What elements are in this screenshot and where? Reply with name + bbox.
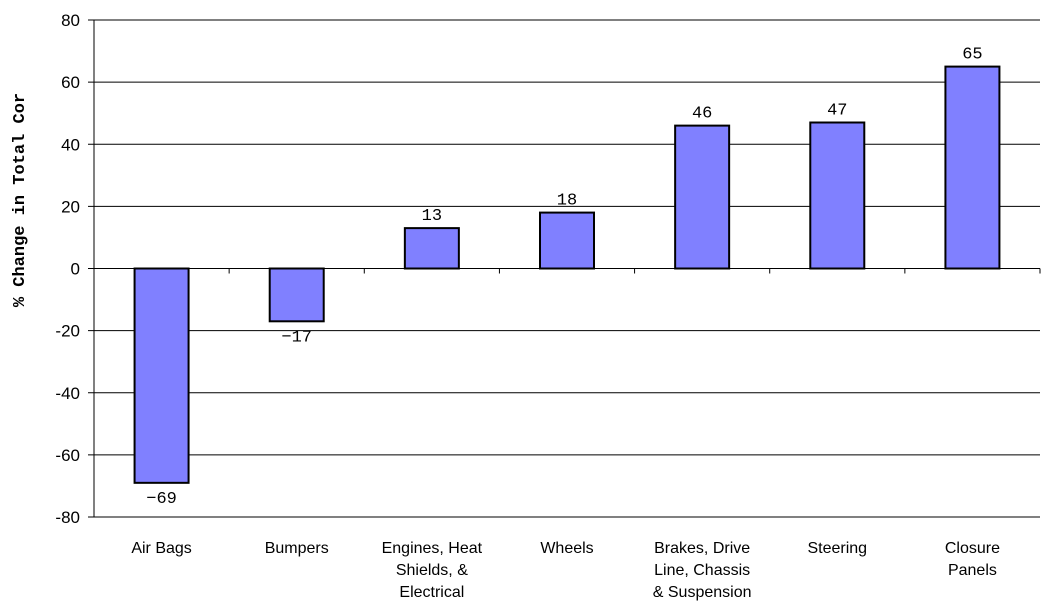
data-label: 46 [692,105,712,124]
x-category-label: Brakes, Drive Line, Chassis & Suspension [653,540,752,601]
data-label: −69 [146,490,177,509]
data-label: 13 [422,207,442,226]
y-tick-label: -20 [55,322,80,341]
y-axis-title: % Change in Total Cor [11,93,30,307]
y-tick-label: 60 [61,73,80,92]
bars [133,65,1001,484]
bar [674,124,731,270]
data-label: −17 [281,328,312,347]
y-tick-label: -80 [55,508,80,527]
bar [133,267,190,484]
y-tick-label: -60 [55,446,80,465]
data-label: 65 [962,46,982,65]
y-tick-label: 0 [71,260,80,279]
axes [88,19,1041,518]
bar [539,211,595,270]
data-label: 18 [557,192,577,211]
bar [403,227,460,270]
x-category-label: Air Bags [131,540,191,557]
x-category-label: Steering [807,540,867,557]
y-tick-label: 40 [61,135,80,154]
y-tick-label: 80 [61,11,80,30]
x-category-labels: Air Bags Bumpers Engines, Heat Shields, & El… [131,540,1000,601]
x-category-label: Engines, Heat Shields, & Electrical [382,540,483,601]
data-label: 47 [827,102,847,121]
bar [809,121,866,270]
y-tick-label: 20 [61,197,80,216]
x-category-label: Wheels [540,540,593,557]
bar [268,267,325,323]
x-category-label: Closure Panels [945,540,1000,579]
y-tick-label: -40 [55,384,80,403]
x-category-label: Bumpers [265,540,329,557]
bar [944,65,1001,270]
y-tick-labels: 80 60 40 20 0 -20 -40 -60 -80 [55,11,80,527]
data-labels: −69 −17 13 18 46 47 65 [146,46,982,509]
